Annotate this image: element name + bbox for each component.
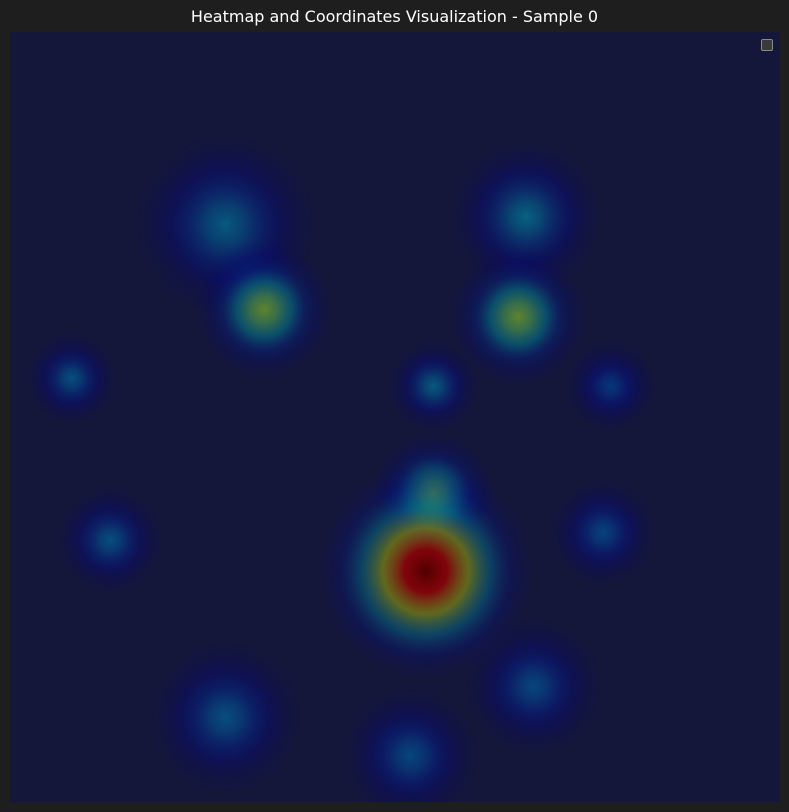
heatmap-blob-jaw-right-mid xyxy=(549,478,657,587)
heatmap-blob-chin xyxy=(341,686,480,802)
heatmap-blob-jaw-left-upper xyxy=(25,332,118,425)
heatmap-blob-jaw-right-lower xyxy=(464,617,603,756)
heatmap-background xyxy=(10,32,780,802)
heatmap-blob-jaw-left-lower xyxy=(148,640,303,795)
heatmap xyxy=(10,32,780,802)
heatmap-blob-nose-upper xyxy=(387,340,480,433)
heatmap-blob-right-eye xyxy=(448,247,588,387)
heatmap-blob-jaw-left-mid xyxy=(56,486,164,595)
heatmap-blob-left-eye xyxy=(194,239,334,379)
plot-area xyxy=(10,32,780,802)
heatmap-blob-jaw-right-upper xyxy=(564,340,657,433)
chart-title: Heatmap and Coordinates Visualization - … xyxy=(190,7,599,26)
legend-box xyxy=(761,39,773,51)
heatmap-blob-nose-tip xyxy=(318,463,534,679)
